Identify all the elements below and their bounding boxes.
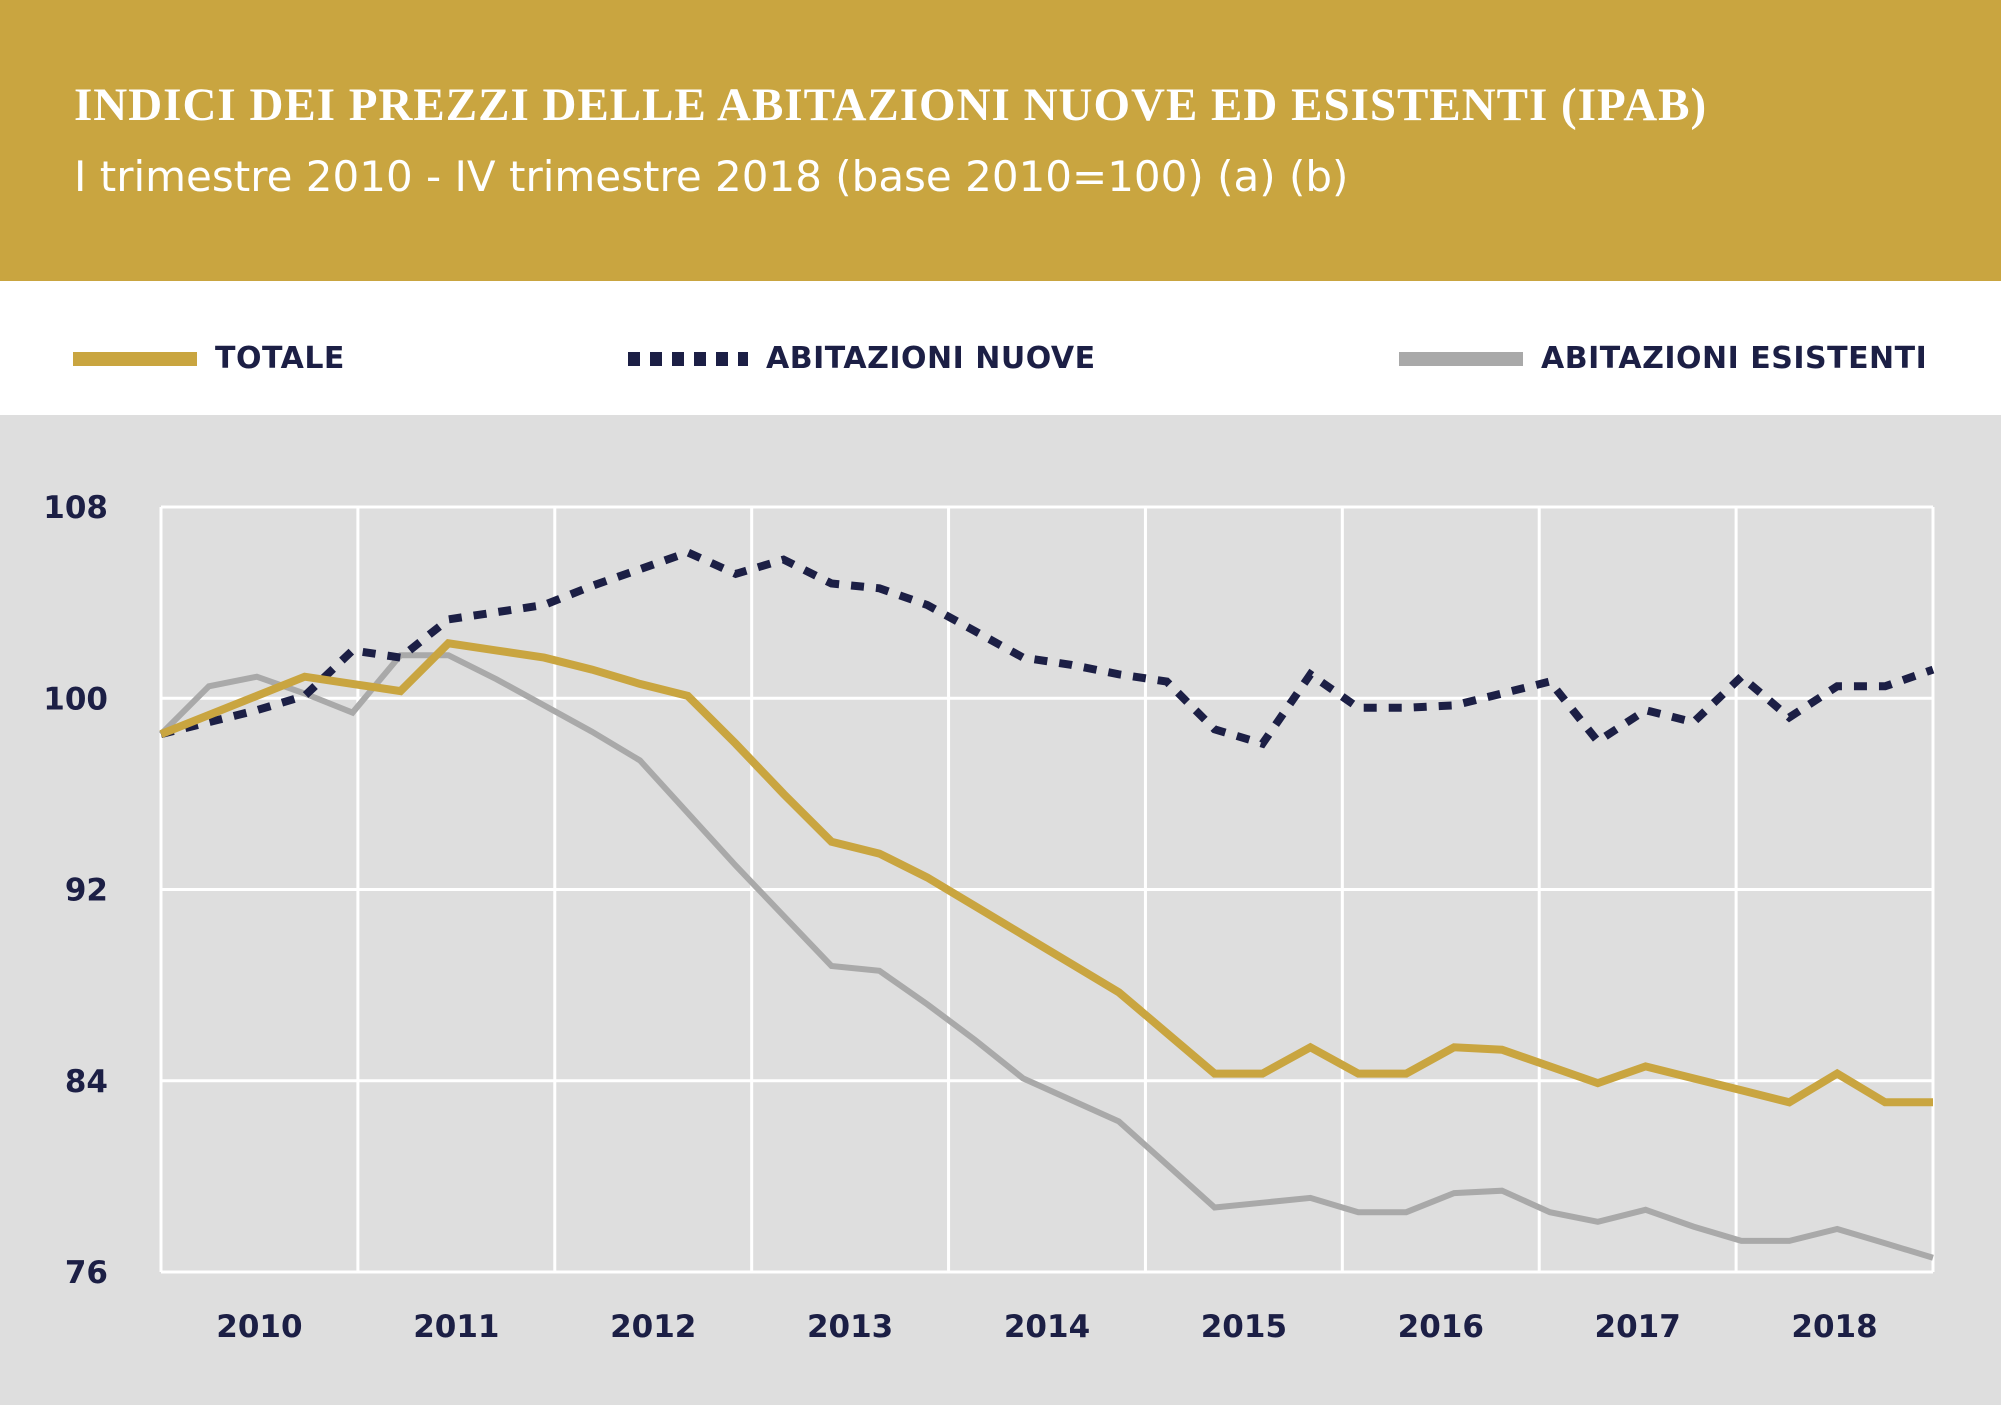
series-line-nuove	[160, 548, 1935, 749]
x-tick-label: 2018	[1791, 1309, 1877, 1345]
legend-swatch-totale	[73, 351, 197, 366]
x-tick-label: 2016	[1398, 1309, 1484, 1345]
x-tick-label: 2014	[1004, 1309, 1090, 1345]
legend-swatch-nuove	[628, 351, 748, 366]
grid	[159, 505, 1935, 1274]
legend: TOTALE ABITAZIONI NUOVE ABITAZIONI ESIST…	[0, 281, 2001, 415]
series-line-totale	[159, 639, 1933, 1107]
x-tick-label: 2012	[610, 1309, 696, 1345]
y-tick-label: 92	[65, 873, 108, 909]
series-line-esistenti	[158, 652, 1934, 1261]
x-tick-label: 2015	[1201, 1309, 1287, 1345]
header-banner: INDICI DEI PREZZI DELLE ABITAZIONI NUOVE…	[0, 0, 2001, 281]
series-lines	[158, 548, 1935, 1261]
x-tick-label: 2017	[1595, 1309, 1681, 1345]
x-tick-label: 2010	[216, 1309, 302, 1345]
y-tick-label: 108	[43, 490, 108, 526]
chart-area: 76 84 92 100 108 2010 2011 2012 2013 2014 2015 201…	[0, 415, 2001, 1400]
y-axis: 76 84 92 100 108	[43, 490, 108, 1291]
legend-item-esistenti: ABITAZIONI ESISTENTI	[1399, 341, 1927, 376]
legend-item-nuove: ABITAZIONI NUOVE	[628, 341, 1096, 376]
y-tick-label: 100	[43, 681, 108, 717]
legend-label: TOTALE	[215, 341, 345, 376]
legend-label: ABITAZIONI ESISTENTI	[1541, 341, 1928, 376]
legend-item-totale: TOTALE	[73, 341, 345, 376]
y-tick-label: 84	[65, 1064, 108, 1100]
legend-swatch-esistenti	[1399, 351, 1523, 366]
x-tick-label: 2011	[413, 1309, 499, 1345]
chart-title: INDICI DEI PREZZI DELLE ABITAZIONI NUOVE…	[74, 79, 1708, 131]
x-tick-label: 2013	[807, 1309, 893, 1345]
legend-label: ABITAZIONI NUOVE	[766, 341, 1096, 376]
x-axis: 2010 2011 2012 2013 2014 2015 2016 2017 2018	[216, 1309, 1877, 1345]
y-tick-label: 76	[65, 1255, 108, 1291]
chart-subtitle: I trimestre 2010 - IV trimestre 2018 (ba…	[74, 152, 1349, 201]
